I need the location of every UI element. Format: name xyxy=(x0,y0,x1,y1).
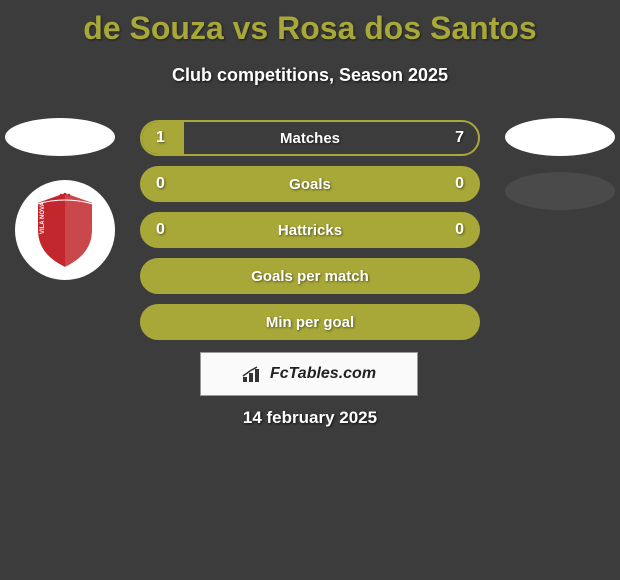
player-right-badge-1 xyxy=(505,118,615,156)
stat-row-matches: 1 Matches 7 xyxy=(140,120,480,156)
stat-label: Goals xyxy=(142,176,478,193)
club-crest: VILA NOVA F.C. xyxy=(15,180,125,300)
shield-icon: VILA NOVA F.C. xyxy=(31,190,99,270)
generation-date: 14 february 2025 xyxy=(0,408,620,428)
stat-row-goals-per-match: Goals per match xyxy=(140,258,480,294)
player-right-badge-2 xyxy=(505,172,615,210)
stat-label: Matches xyxy=(142,130,478,147)
stat-label: Goals per match xyxy=(142,268,478,285)
stat-row-min-per-goal: Min per goal xyxy=(140,304,480,340)
stat-right-value: 0 xyxy=(455,221,464,239)
watermark[interactable]: FcTables.com xyxy=(200,352,418,396)
stat-label: Hattricks xyxy=(142,222,478,239)
stat-right-value: 7 xyxy=(455,129,464,147)
chart-icon xyxy=(242,365,264,383)
comparison-title: de Souza vs Rosa dos Santos xyxy=(0,0,620,47)
stats-container: 1 Matches 7 0 Goals 0 0 Hattricks 0 Goal… xyxy=(140,120,480,350)
watermark-text: FcTables.com xyxy=(270,365,376,383)
player-left-badge xyxy=(5,118,115,156)
stat-right-value: 0 xyxy=(455,175,464,193)
stat-row-hattricks: 0 Hattricks 0 xyxy=(140,212,480,248)
comparison-subtitle: Club competitions, Season 2025 xyxy=(0,65,620,86)
stat-label: Min per goal xyxy=(142,314,478,331)
svg-text:VILA NOVA F.C.: VILA NOVA F.C. xyxy=(40,190,46,234)
stat-row-goals: 0 Goals 0 xyxy=(140,166,480,202)
